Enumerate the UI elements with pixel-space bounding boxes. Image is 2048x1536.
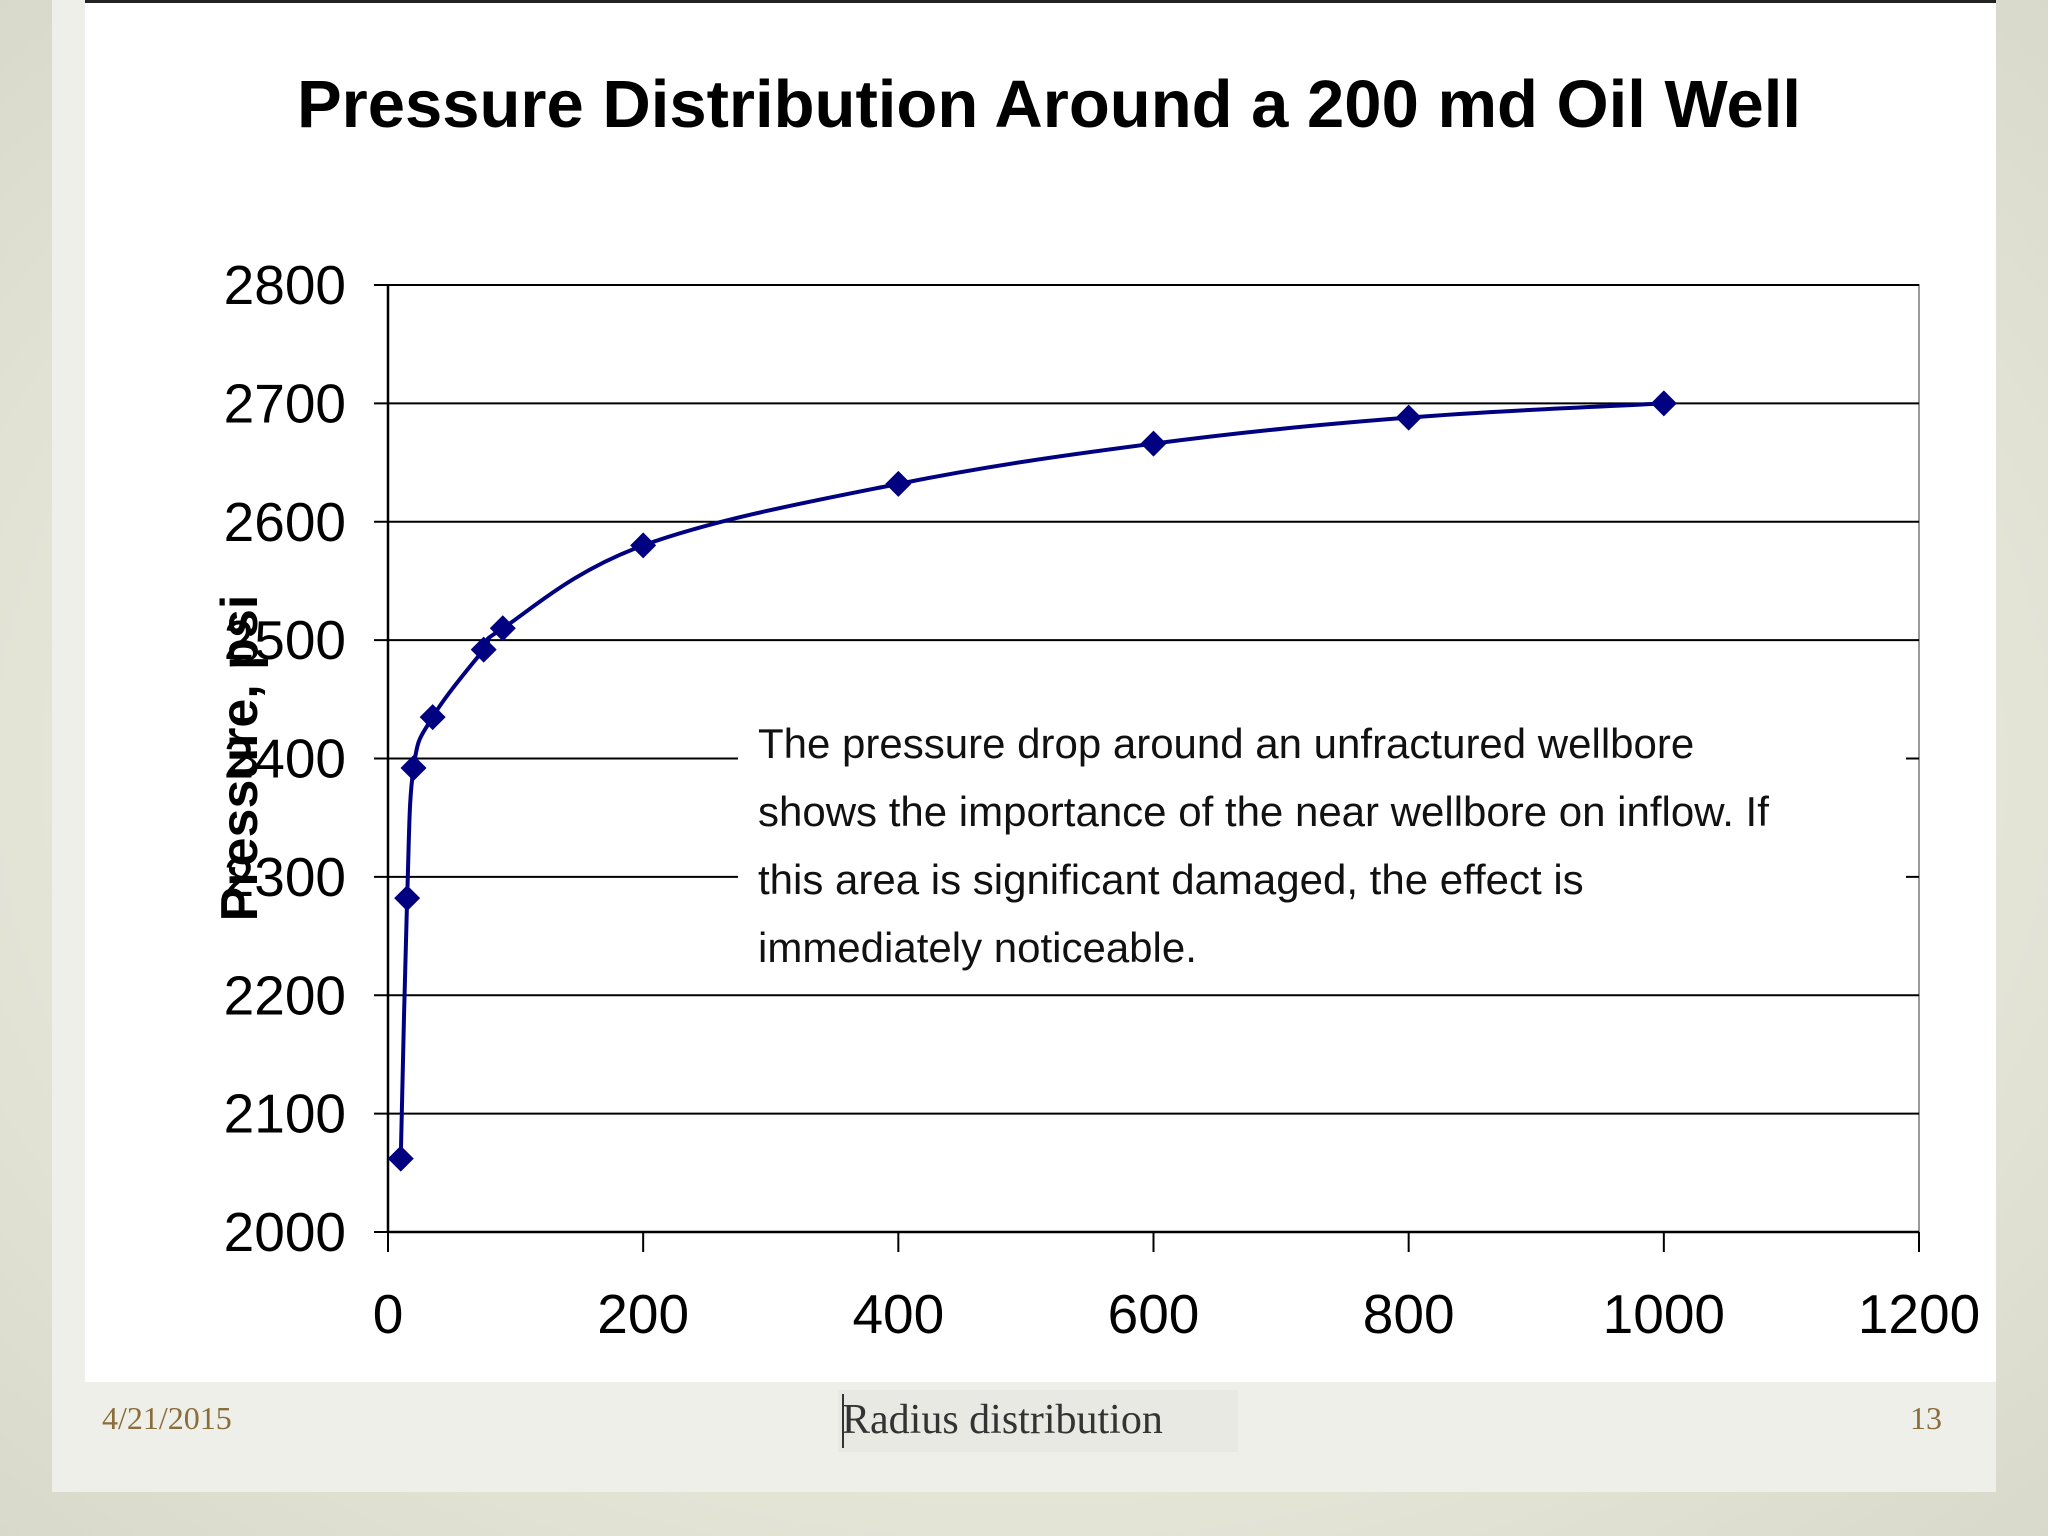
series-line <box>398 401 1664 1159</box>
annotation-line: shows the importance of the near wellbor… <box>758 788 1769 835</box>
data-point-marker <box>489 615 516 642</box>
x-tick-label: 200 <box>597 1283 689 1345</box>
y-tick-label: 2200 <box>224 964 346 1026</box>
annotation-line: The pressure drop around an unfractured … <box>758 720 1694 767</box>
data-point-marker <box>1650 390 1677 417</box>
annotation-line: this area is significant damaged, the ef… <box>758 856 1584 903</box>
data-point-marker <box>394 885 421 912</box>
data-point-marker <box>470 636 497 663</box>
chart-image: Pressure Distribution Around a 200 md Oi… <box>85 0 1996 1382</box>
x-tick-label: 600 <box>1108 1283 1200 1345</box>
y-tick-label: 2300 <box>224 846 346 908</box>
annotation-line: immediately noticeable. <box>758 924 1197 971</box>
data-point-marker <box>1395 404 1422 431</box>
caption-box <box>838 1390 1238 1452</box>
x-tick-label: 1000 <box>1603 1283 1725 1345</box>
data-point-marker <box>885 470 912 497</box>
y-tick-label: 2600 <box>224 491 346 553</box>
data-point-marker <box>387 1145 414 1172</box>
text-cursor <box>842 1394 844 1448</box>
y-tick-label: 2500 <box>224 609 346 671</box>
x-tick-label: 400 <box>852 1283 944 1345</box>
y-tick-label: 2400 <box>224 728 346 790</box>
data-point-marker <box>419 704 446 731</box>
slide-caption: Radius distribution <box>842 1397 1163 1443</box>
data-point-marker <box>630 532 657 559</box>
annotation-box <box>738 703 1906 993</box>
x-tick-label: 0 <box>373 1283 404 1345</box>
pressure-chart: Pressure Distribution Around a 200 md Oi… <box>211 67 1980 1345</box>
y-axis-label: Pressure, psi <box>211 595 269 922</box>
x-tick-label: 1200 <box>1858 1283 1980 1345</box>
y-tick-label: 2700 <box>224 372 346 434</box>
data-point-marker <box>400 754 427 781</box>
data-point-marker <box>1140 430 1167 457</box>
page-number: 13 <box>1910 1400 1942 1436</box>
x-tick-label: 800 <box>1363 1283 1455 1345</box>
chart-title: Pressure Distribution Around a 200 md Oi… <box>297 67 1801 142</box>
y-tick-label: 2000 <box>224 1201 346 1263</box>
slide-date: 4/21/2015 <box>102 1400 232 1436</box>
y-tick-label: 2100 <box>224 1083 346 1145</box>
y-tick-label: 2800 <box>224 254 346 316</box>
